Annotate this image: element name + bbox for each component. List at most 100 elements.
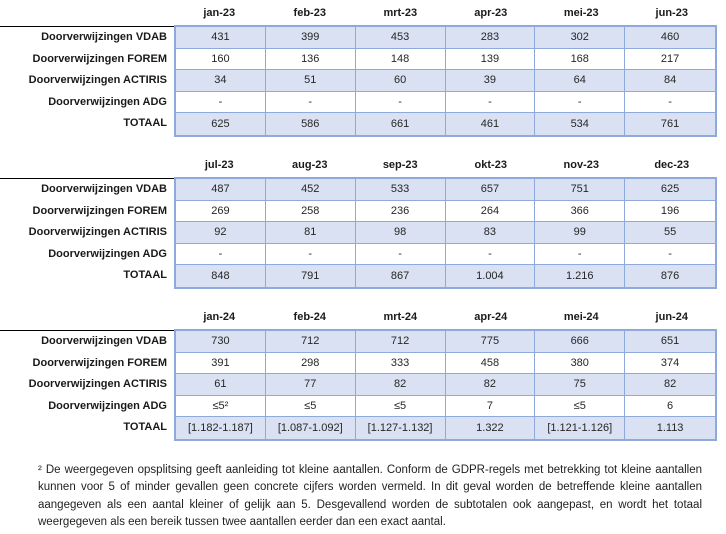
table-cell: 64 (535, 70, 626, 92)
column-header-month: apr-24 (474, 310, 508, 323)
table-cell: 730 (176, 330, 266, 353)
row-label-column: Doorverwijzingen VDAB Doorverwijzingen FO… (0, 155, 174, 289)
table-cell: 586 (265, 113, 356, 135)
table-cell: 269 (176, 200, 266, 223)
row-label: Doorverwijzingen ADG (48, 247, 167, 260)
row-label: TOTAAL (123, 421, 167, 434)
column-header-month: jan-24 (203, 310, 236, 323)
table-cell: 77 (265, 374, 356, 396)
table-cell: 751 (535, 178, 626, 201)
table-cell: 876 (625, 265, 715, 287)
table-cell: 55 (625, 222, 715, 244)
row-label: Doorverwijzingen VDAB (41, 182, 167, 195)
table-cell: - (265, 243, 356, 266)
column-header-month: mrt-24 (383, 310, 418, 323)
month-header-row: jan-24 feb-24 mrt-24 apr-24 mei-24 jun-24 (174, 307, 717, 329)
column-header-month: mrt-23 (383, 7, 418, 19)
table-cell: 453 (355, 27, 446, 49)
table-cell: - (625, 244, 715, 266)
table-cell: 1.322 (445, 417, 536, 439)
row-label: Doorverwijzingen FOREM (32, 356, 167, 369)
column-header-month: jun-23 (655, 7, 688, 19)
row-label: Doorverwijzingen VDAB (41, 334, 167, 347)
row-label: Doorverwijzingen FOREM (32, 204, 167, 217)
table-cell: 399 (265, 27, 356, 49)
footnote: ² De weergegeven opsplitsing geeft aanle… (38, 463, 702, 529)
data-column-group: jul-23 aug-23 sep-23 okt-23 nov-23 dec-23 487 4… (174, 155, 717, 289)
table-cell: 6 (625, 396, 715, 418)
table-cell: 791 (265, 265, 356, 287)
table-cell: 82 (355, 374, 446, 396)
table-cell: 39 (445, 70, 536, 92)
month-table: Doorverwijzingen VDAB Doorverwijzingen FO… (0, 155, 726, 289)
header-underline (0, 307, 174, 331)
table-cell: 82 (625, 374, 715, 396)
table-cell: 867 (355, 265, 446, 287)
data-grid: 487 452 533 657 751 625 269 258 236 264 366 196 92 81… (174, 176, 717, 289)
table-cell: 452 (265, 178, 356, 201)
table-cell: 82 (445, 374, 536, 396)
row-label: Doorverwijzingen FOREM (32, 52, 167, 65)
row-label-column: Doorverwijzingen VDAB Doorverwijzingen FO… (0, 307, 174, 441)
table-cell: 333 (355, 352, 446, 375)
table-cell: - (355, 91, 446, 114)
data-column-group: jan-24 feb-24 mrt-24 apr-24 mei-24 jun-24 730 7… (174, 307, 717, 441)
table-cell: 148 (355, 48, 446, 71)
table-cell: 458 (445, 352, 536, 375)
column-header-month: apr-23 (474, 7, 508, 19)
table-cell: 302 (535, 27, 626, 49)
table-cell: - (176, 91, 266, 114)
table-cell: 283 (445, 27, 536, 49)
table-cell: 666 (535, 330, 626, 353)
table-cell: 487 (176, 178, 266, 201)
column-header-month: okt-23 (474, 158, 507, 171)
table-cell: 533 (355, 178, 446, 201)
table-cell: 136 (265, 48, 356, 71)
row-label: Doorverwijzingen VDAB (41, 31, 167, 43)
table-cell: - (445, 91, 536, 114)
table-cell: - (176, 243, 266, 266)
table-cell: 75 (535, 374, 626, 396)
column-header-month: nov-23 (563, 158, 599, 171)
row-label: TOTAAL (123, 117, 167, 130)
table-cell: 160 (176, 48, 266, 71)
table-cell: 391 (176, 352, 266, 375)
table-cell: 51 (265, 70, 356, 92)
table-cell: ≤5 (265, 395, 356, 418)
table-cell: [1.121-1.126] (535, 417, 626, 439)
column-header-month: mei-23 (563, 7, 599, 19)
data-grid: 431 399 453 283 302 460 160 136 148 139 168 217 34 51… (174, 25, 717, 137)
table-cell: - (355, 243, 446, 266)
table-cell: - (445, 243, 536, 266)
table-cell: 1.004 (445, 265, 536, 287)
table-cell: 139 (445, 48, 536, 71)
table-cell: 61 (176, 374, 266, 396)
table-cell: 712 (355, 330, 446, 353)
column-header-month: jun-24 (655, 310, 688, 323)
row-label: TOTAAL (123, 269, 167, 282)
table-cell: - (625, 92, 715, 114)
table-cell: 651 (625, 330, 715, 353)
table-cell: 81 (265, 222, 356, 244)
column-header-month: feb-24 (293, 310, 326, 323)
header-underline (0, 155, 174, 179)
table-cell: 431 (176, 27, 266, 49)
table-cell: 236 (355, 200, 446, 223)
table-cell: 168 (535, 48, 626, 71)
row-label: Doorverwijzingen ACTIRIS (28, 226, 167, 239)
column-header-month: jul-23 (204, 158, 234, 171)
table-cell: ≤5² (176, 395, 266, 418)
table-cell: 60 (355, 70, 446, 92)
row-label-column: Doorverwijzingen VDAB Doorverwijzingen FO… (0, 3, 174, 137)
table-cell: 98 (355, 222, 446, 244)
table-cell: 848 (176, 265, 266, 287)
column-header-month: jan-23 (203, 7, 236, 19)
table-cell: [1.087-1.092] (265, 417, 356, 439)
month-header-row: jul-23 aug-23 sep-23 okt-23 nov-23 dec-23 (174, 155, 717, 177)
table-cell: 625 (176, 113, 266, 135)
table-cell: 534 (535, 113, 626, 135)
table-cell: 34 (176, 70, 266, 92)
table-cell: 1.113 (625, 417, 715, 439)
table-cell: 84 (625, 70, 715, 92)
